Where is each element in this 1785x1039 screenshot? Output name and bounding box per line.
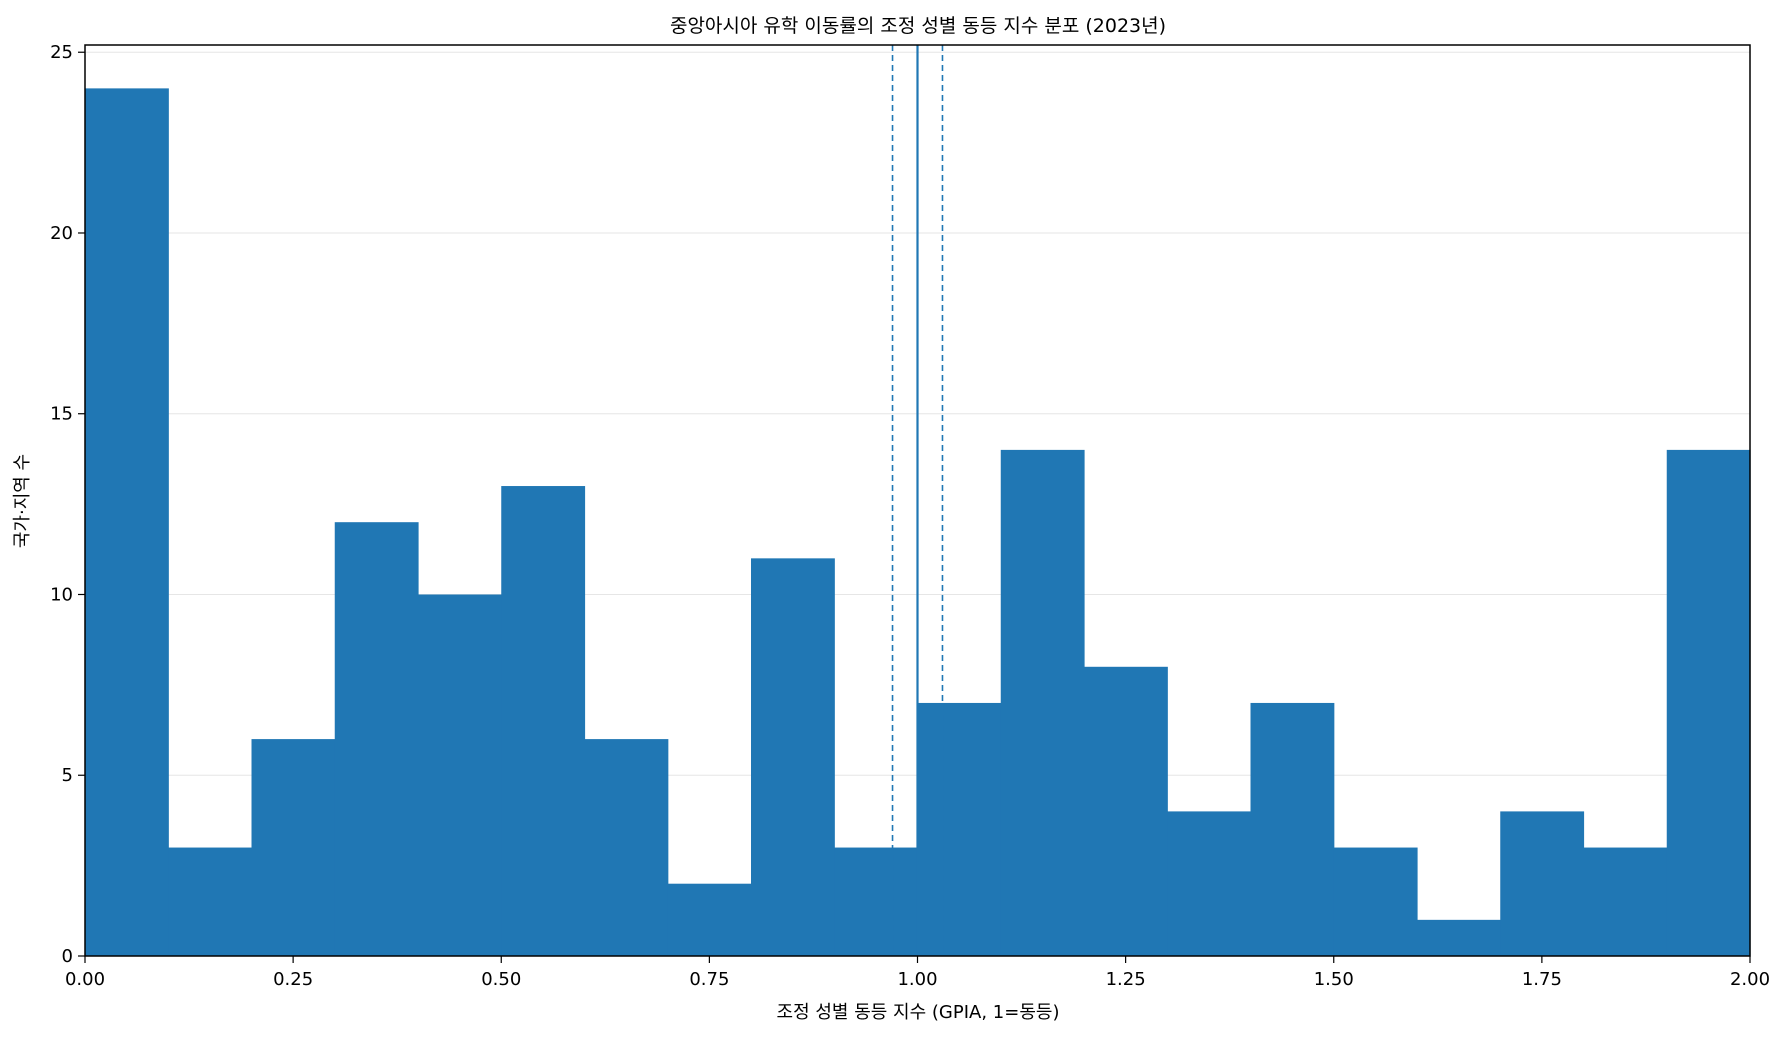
y-tick-label-2: 10 xyxy=(50,584,73,605)
chart-title: 중앙아시아 유학 이동률의 조정 성별 동등 지수 분포 (2023년) xyxy=(670,15,1166,37)
x-tick-label-2: 0.50 xyxy=(481,969,521,990)
histogram-bar-13 xyxy=(1167,811,1252,956)
histogram-bar-7 xyxy=(667,883,752,956)
x-tick-label-4: 1.00 xyxy=(897,969,937,990)
reference-lines xyxy=(891,45,944,956)
histogram-bar-15 xyxy=(1333,847,1418,956)
y-tick-label-3: 15 xyxy=(50,404,73,425)
histogram-bar-4 xyxy=(418,594,502,956)
histogram-bar-6 xyxy=(584,739,669,956)
histogram-bar-14 xyxy=(1250,702,1335,956)
histogram-bar-18 xyxy=(1583,847,1668,956)
bars xyxy=(85,88,1751,956)
histogram-bar-17 xyxy=(1500,811,1585,956)
x-axis-ticks: 0.00 0.25 0.50 0.75 1.00 1.25 1.50 1.75 2.00 xyxy=(65,956,1770,990)
x-tick-label-6: 1.50 xyxy=(1314,969,1354,990)
histogram-bar-0 xyxy=(85,88,169,956)
histogram-bar-19 xyxy=(1666,449,1751,956)
histogram-bar-16 xyxy=(1417,919,1501,956)
x-tick-label-8: 2.00 xyxy=(1730,969,1770,990)
histogram-bar-5 xyxy=(501,486,586,956)
histogram-bar-10 xyxy=(917,702,1002,956)
y-tick-label-0: 0 xyxy=(62,946,73,967)
histogram-bar-11 xyxy=(1000,449,1085,956)
histogram-bar-1 xyxy=(168,847,253,956)
y-axis-label: 국가·지역 수 xyxy=(12,454,33,548)
histogram-bar-9 xyxy=(834,847,919,956)
x-tick-label-0: 0.00 xyxy=(65,969,105,990)
y-tick-label-4: 20 xyxy=(50,223,73,244)
histogram-bar-2 xyxy=(251,739,336,956)
x-tick-label-5: 1.25 xyxy=(1106,969,1146,990)
histogram-bar-3 xyxy=(334,522,419,956)
x-axis-label: 조정 성별 동등 지수 (GPIA, 1=동등) xyxy=(777,1002,1060,1023)
histogram-bar-8 xyxy=(751,558,835,956)
y-tick-label-5: 25 xyxy=(50,42,73,63)
histogram-bar-12 xyxy=(1084,666,1168,956)
y-axis-ticks: 0 5 10 15 20 25 xyxy=(50,42,85,967)
y-tick-label-1: 5 xyxy=(62,765,73,786)
x-tick-label-7: 1.75 xyxy=(1522,969,1562,990)
x-tick-label-1: 0.25 xyxy=(273,969,313,990)
x-tick-label-3: 0.75 xyxy=(689,969,729,990)
